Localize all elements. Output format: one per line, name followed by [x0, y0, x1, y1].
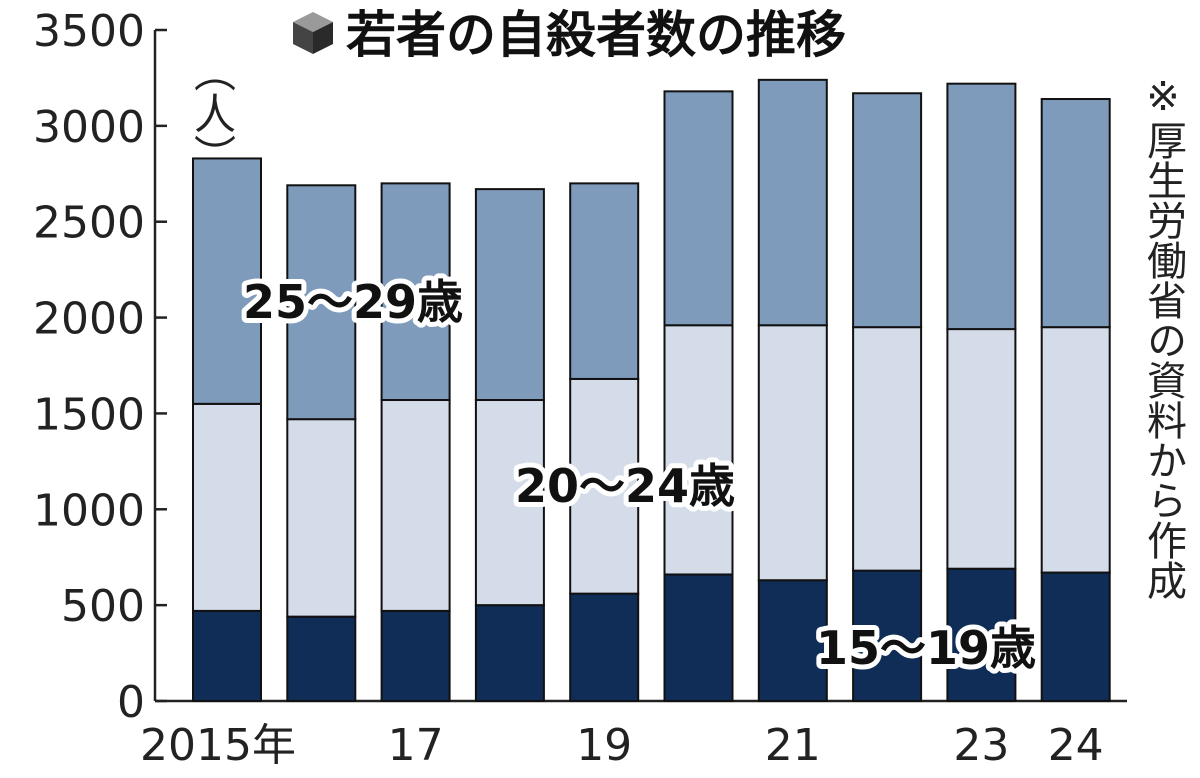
bar-segment-20-24: [380, 399, 451, 612]
bar-segment-20-24: [286, 418, 357, 618]
y-tick-label: 3000: [33, 102, 145, 153]
y-tick-label: 500: [61, 581, 145, 632]
x-tick-label: 2015年: [140, 720, 296, 771]
bar-segment-25-29: [946, 82, 1017, 331]
source-note: ※厚生労働省の資料から作成: [1140, 74, 1187, 600]
y-tick-label: 2000: [33, 294, 145, 345]
chart-title: 若者の自殺者数の推移: [346, 6, 846, 64]
unit-label: （人）: [188, 50, 237, 176]
bar-segment-15-19: [757, 579, 828, 702]
bar-segment-25-29: [380, 182, 451, 402]
x-tick-label: 23: [953, 720, 1009, 771]
bar-segment-20-24: [946, 328, 1017, 570]
bar-segment-15-19: [380, 609, 451, 702]
y-tick-label: 3500: [33, 6, 145, 57]
x-axis-ticks: 2015年 17 19 21 23 24: [140, 720, 1104, 771]
bar-segment-20-24: [757, 324, 828, 582]
bar-segment-25-29: [474, 188, 545, 402]
x-tick-label: 21: [765, 720, 821, 771]
bar-segment-25-29: [757, 78, 828, 327]
bar-segment-25-29: [852, 92, 923, 329]
bar-segment-15-19: [663, 573, 734, 702]
bar-segment-15-19: [192, 609, 262, 702]
bar-segment-20-24: [1040, 326, 1111, 574]
bar-segment-20-24: [569, 377, 640, 595]
bar-segment-25-29: [192, 157, 262, 405]
x-tick-label: 17: [388, 720, 444, 771]
y-axis-ticks: 0 500 1000 1500 2000 2500 3000 3500: [33, 6, 167, 728]
x-tick-label: 24: [1048, 720, 1104, 771]
series-label-15-19: 15〜19歳: [816, 621, 1036, 675]
y-tick-label: 2500: [33, 198, 145, 249]
bar-segment-20-24: [852, 326, 923, 572]
bar-segment-15-19: [852, 569, 923, 702]
bar-segment-15-19: [569, 592, 640, 703]
bar-segment-15-19: [286, 615, 357, 702]
bar-segment-20-24: [474, 399, 545, 607]
x-tick-label: 19: [576, 720, 632, 771]
bar-segment-25-29: [286, 184, 357, 421]
bar-segment-15-19: [1040, 571, 1111, 703]
bar-segment-20-24: [663, 324, 734, 576]
bar-segment-15-19: [474, 604, 545, 703]
bar-segment-25-29: [1040, 98, 1111, 329]
bar-segment-25-29: [663, 90, 734, 327]
y-tick-label: 1000: [33, 485, 145, 536]
unit-label-text: （人）: [188, 50, 237, 176]
cube-icon: [293, 12, 333, 54]
bar-segment-25-29: [569, 182, 640, 380]
series-label-25-29: 25〜29歳: [243, 275, 463, 329]
y-tick-label: 1500: [33, 389, 145, 440]
bar-segment-20-24: [192, 402, 262, 612]
bars-group: [192, 78, 1111, 703]
y-tick-label: 0: [117, 677, 145, 728]
series-label-20-24: 20〜24歳: [515, 459, 735, 513]
